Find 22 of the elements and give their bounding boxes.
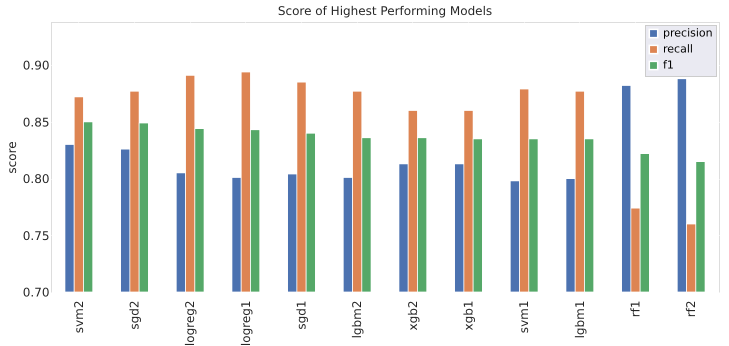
y-axis-title: score	[4, 141, 19, 174]
x-tick-label: logreg2	[183, 300, 198, 346]
y-tick-label: 0.90	[22, 58, 50, 73]
y-tick-label: 0.85	[22, 115, 50, 130]
y-tick-label: 0.80	[22, 172, 50, 186]
x-tick-label: lgbm2	[350, 300, 364, 338]
x-tick-label: lgbm1	[572, 300, 587, 338]
y-tick-label: 0.75	[22, 228, 50, 243]
x-tick-label: xgb2	[406, 300, 420, 330]
x-tick-label: logreg1	[238, 300, 253, 346]
legend-label: f1	[663, 58, 674, 72]
legend-label: precision	[663, 26, 713, 40]
y-tick-label: 0.70	[22, 286, 50, 300]
chart-title: Score of Highest Performing Models	[278, 4, 492, 18]
x-tick-label: svm1	[517, 300, 532, 334]
x-tick-label: sgd2	[128, 300, 142, 330]
legend-label: recall	[663, 42, 693, 56]
x-tick-label: svm2	[72, 300, 86, 334]
x-tick-label: rf1	[628, 300, 642, 318]
x-tick-label: xgb1	[462, 300, 476, 330]
x-tick-label: sgd1	[294, 300, 308, 330]
x-tick-label: rf2	[684, 300, 698, 318]
